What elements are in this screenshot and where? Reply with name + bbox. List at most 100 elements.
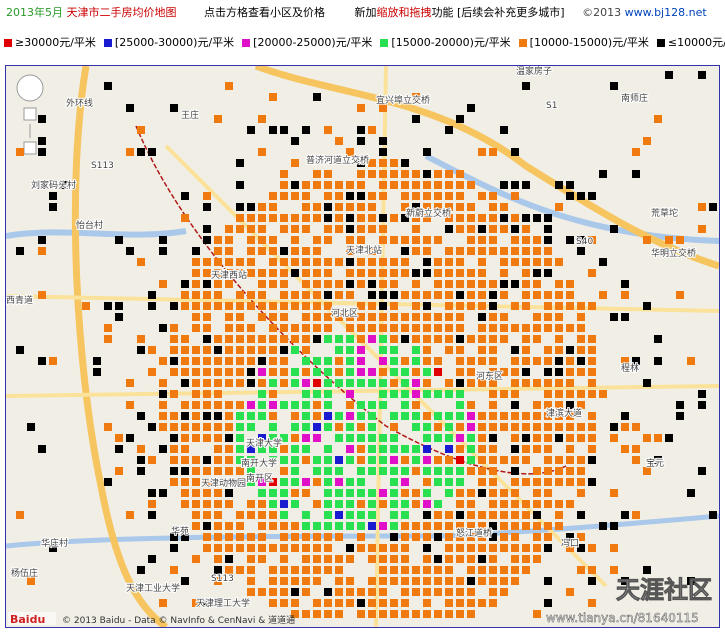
- price-cell[interactable]: [247, 247, 255, 255]
- price-cell[interactable]: [467, 214, 475, 222]
- price-cell[interactable]: [38, 137, 46, 145]
- price-cell[interactable]: [203, 434, 211, 442]
- price-cell[interactable]: [544, 346, 552, 354]
- price-cell[interactable]: [500, 258, 508, 266]
- price-cell[interactable]: [313, 533, 321, 541]
- price-cell[interactable]: [423, 148, 431, 156]
- price-cell[interactable]: [445, 280, 453, 288]
- price-cell[interactable]: [456, 533, 464, 541]
- price-cell[interactable]: [456, 467, 464, 475]
- price-cell[interactable]: [544, 247, 552, 255]
- price-cell[interactable]: [412, 577, 420, 585]
- price-cell[interactable]: [533, 511, 541, 519]
- price-cell[interactable]: [379, 500, 387, 508]
- price-cell[interactable]: [181, 357, 189, 365]
- price-cell[interactable]: [203, 368, 211, 376]
- price-cell[interactable]: [412, 236, 420, 244]
- price-cell[interactable]: [511, 511, 519, 519]
- price-cell[interactable]: [445, 489, 453, 497]
- price-cell[interactable]: [335, 456, 343, 464]
- price-cell[interactable]: [555, 522, 563, 530]
- price-cell[interactable]: [313, 170, 321, 178]
- price-cell[interactable]: [379, 104, 387, 112]
- price-cell[interactable]: [302, 203, 310, 211]
- price-cell[interactable]: [269, 500, 277, 508]
- price-cell[interactable]: [467, 434, 475, 442]
- price-cell[interactable]: [247, 588, 255, 596]
- price-cell[interactable]: [379, 357, 387, 365]
- price-cell[interactable]: [511, 225, 519, 233]
- price-cell[interactable]: [379, 346, 387, 354]
- price-cell[interactable]: [104, 478, 112, 486]
- price-cell[interactable]: [302, 577, 310, 585]
- price-cell[interactable]: [522, 302, 530, 310]
- price-cell[interactable]: [489, 434, 497, 442]
- price-cell[interactable]: [566, 500, 574, 508]
- price-cell[interactable]: [379, 280, 387, 288]
- price-cell[interactable]: [467, 357, 475, 365]
- price-cell[interactable]: [49, 192, 57, 200]
- price-cell[interactable]: [313, 555, 321, 563]
- price-cell[interactable]: [500, 588, 508, 596]
- price-cell[interactable]: [291, 269, 299, 277]
- price-cell[interactable]: [291, 379, 299, 387]
- price-cell[interactable]: [368, 225, 376, 233]
- price-cell[interactable]: [170, 423, 178, 431]
- price-cell[interactable]: [280, 511, 288, 519]
- price-cell[interactable]: [291, 599, 299, 607]
- price-cell[interactable]: [379, 159, 387, 167]
- price-cell[interactable]: [467, 577, 475, 585]
- price-cell[interactable]: [258, 500, 266, 508]
- price-cell[interactable]: [137, 258, 145, 266]
- price-cell[interactable]: [324, 324, 332, 332]
- price-cell[interactable]: [467, 412, 475, 420]
- price-cell[interactable]: [423, 522, 431, 530]
- price-cell[interactable]: [709, 511, 717, 519]
- price-cell[interactable]: [445, 544, 453, 552]
- price-cell[interactable]: [566, 302, 574, 310]
- price-cell[interactable]: [588, 456, 596, 464]
- price-cell[interactable]: [379, 555, 387, 563]
- price-cell[interactable]: [346, 456, 354, 464]
- price-cell[interactable]: [258, 269, 266, 277]
- price-cell[interactable]: [390, 214, 398, 222]
- price-cell[interactable]: [500, 390, 508, 398]
- price-cell[interactable]: [544, 379, 552, 387]
- price-cell[interactable]: [269, 522, 277, 530]
- price-cell[interactable]: [599, 390, 607, 398]
- price-cell[interactable]: [401, 522, 409, 530]
- price-cell[interactable]: [247, 214, 255, 222]
- price-cell[interactable]: [335, 566, 343, 574]
- price-cell[interactable]: [390, 280, 398, 288]
- price-cell[interactable]: [654, 357, 662, 365]
- price-cell[interactable]: [544, 456, 552, 464]
- price-cell[interactable]: [643, 566, 651, 574]
- price-cell[interactable]: [478, 412, 486, 420]
- price-cell[interactable]: [467, 610, 475, 618]
- price-cell[interactable]: [335, 192, 343, 200]
- price-cell[interactable]: [236, 214, 244, 222]
- price-cell[interactable]: [368, 126, 376, 134]
- price-cell[interactable]: [214, 379, 222, 387]
- price-cell[interactable]: [412, 93, 420, 101]
- price-cell[interactable]: [357, 214, 365, 222]
- price-cell[interactable]: [203, 291, 211, 299]
- price-cell[interactable]: [368, 269, 376, 277]
- price-cell[interactable]: [533, 489, 541, 497]
- price-cell[interactable]: [225, 247, 233, 255]
- price-cell[interactable]: [346, 236, 354, 244]
- price-cell[interactable]: [434, 280, 442, 288]
- price-cell[interactable]: [412, 456, 420, 464]
- price-cell[interactable]: [401, 379, 409, 387]
- price-cell[interactable]: [511, 302, 519, 310]
- price-cell[interactable]: [566, 401, 574, 409]
- price-cell[interactable]: [203, 192, 211, 200]
- price-cell[interactable]: [357, 313, 365, 321]
- price-cell[interactable]: [379, 236, 387, 244]
- price-cell[interactable]: [313, 478, 321, 486]
- price-cell[interactable]: [533, 324, 541, 332]
- price-cell[interactable]: [467, 335, 475, 343]
- price-cell[interactable]: [467, 247, 475, 255]
- price-cell[interactable]: [423, 478, 431, 486]
- price-cell[interactable]: [632, 511, 640, 519]
